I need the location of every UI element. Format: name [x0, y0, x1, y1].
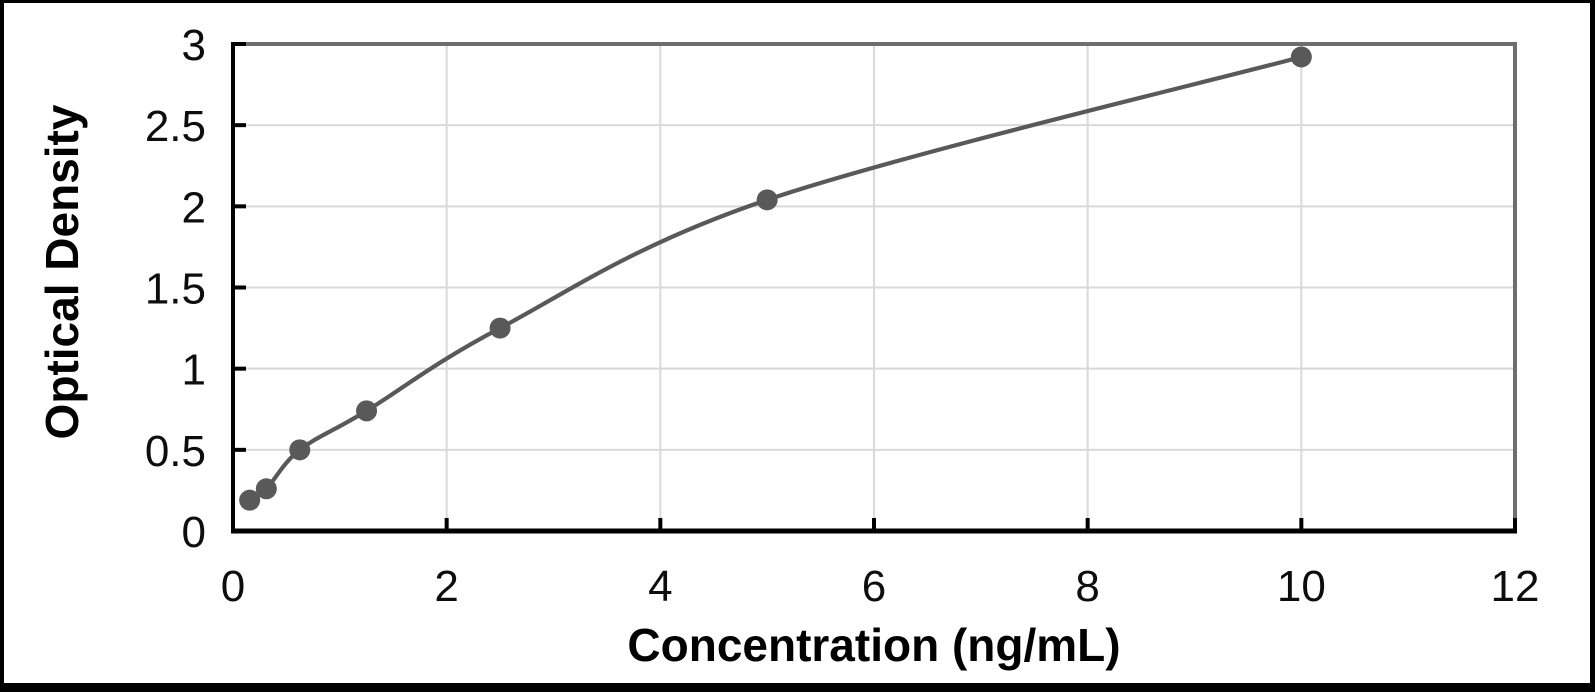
- x-tick-label: 2: [434, 562, 458, 611]
- data-point-marker: [356, 400, 378, 422]
- x-tick-label: 8: [1075, 562, 1099, 611]
- data-point-marker: [1290, 46, 1312, 68]
- data-point-marker: [289, 439, 311, 461]
- y-tick-label: 1.5: [145, 265, 206, 314]
- y-tick-label: 3: [182, 21, 206, 70]
- frame-right: [1590, 0, 1595, 692]
- y-tick-label: 0: [182, 508, 206, 557]
- x-tick-label: 6: [862, 562, 886, 611]
- frame-top: [0, 0, 1595, 3]
- frame-left: [0, 0, 4, 692]
- y-axis-title: Optical Density: [36, 104, 88, 440]
- data-point-marker: [489, 317, 511, 339]
- data-point-marker: [239, 489, 261, 511]
- x-tick-label: 10: [1277, 562, 1326, 611]
- x-tick-label: 12: [1491, 562, 1540, 611]
- x-tick-label: 0: [221, 562, 245, 611]
- x-axis-title: Concentration (ng/mL): [627, 619, 1121, 671]
- standard-curve-line: [248, 54, 1302, 502]
- data-point-marker: [756, 189, 778, 211]
- y-tick-label: 2: [182, 183, 206, 232]
- data-point-marker: [255, 478, 277, 500]
- y-tick-label: 0.5: [145, 427, 206, 476]
- y-tick-label: 1: [182, 346, 206, 395]
- frame-bottom: [0, 683, 1595, 692]
- x-tick-label: 4: [648, 562, 672, 611]
- y-tick-label: 2.5: [145, 102, 206, 151]
